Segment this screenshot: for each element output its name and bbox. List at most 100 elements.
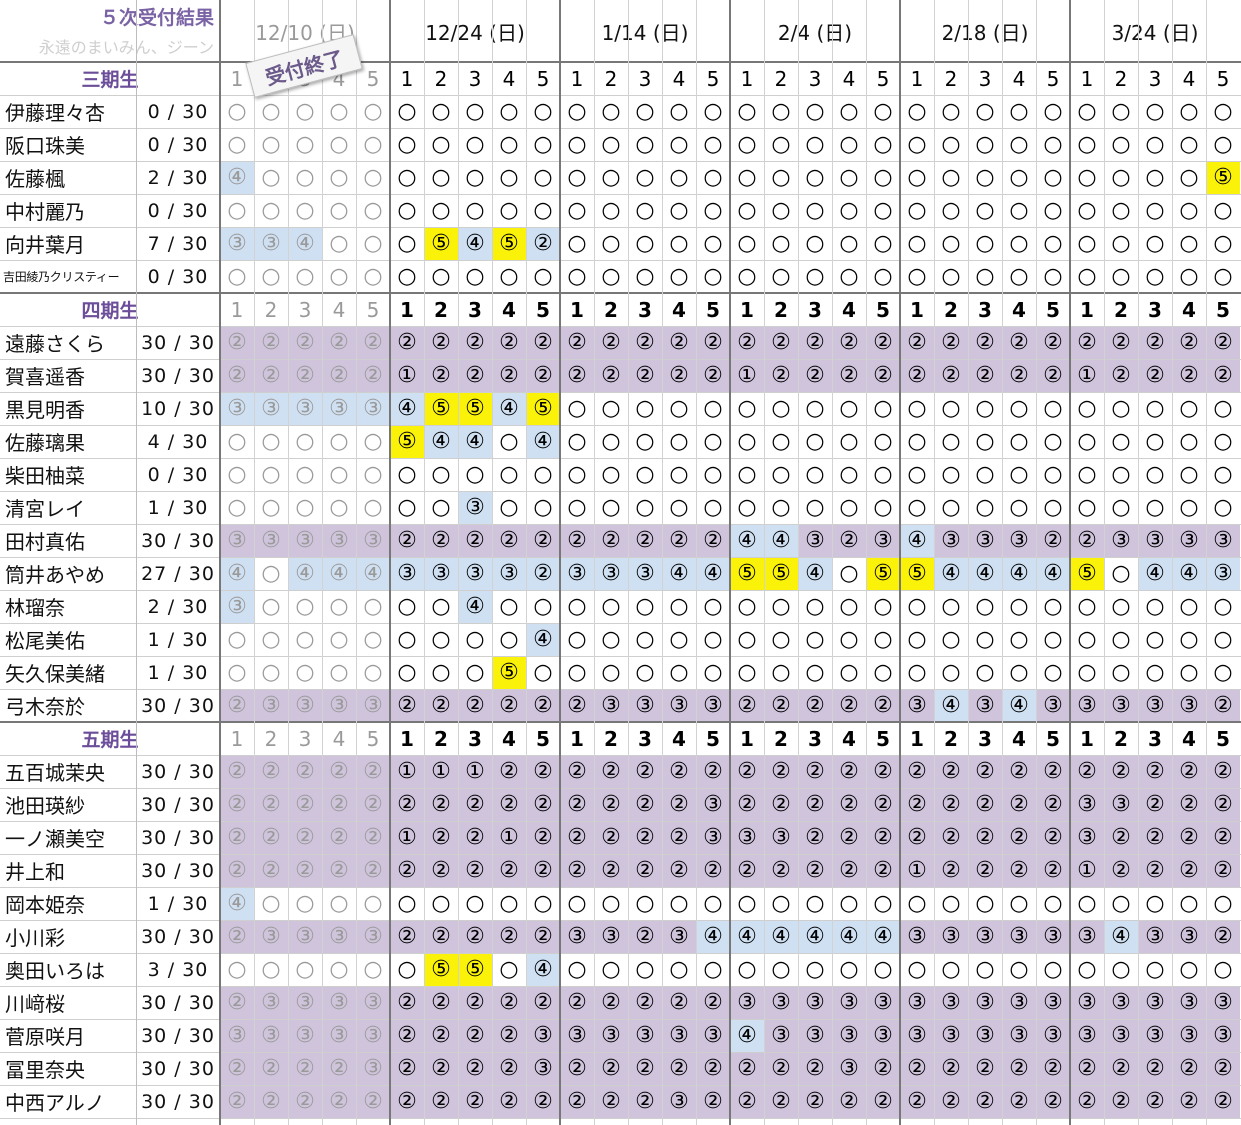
slot-cell: ④ (1036, 557, 1070, 590)
slot-cell: ○ (764, 194, 798, 227)
slot-cell: ○ (1070, 590, 1104, 623)
slot-cell: ② (1138, 1052, 1172, 1085)
slot-cell: ③ (1172, 986, 1206, 1019)
slot-cell: ① (458, 755, 492, 788)
slot-cell: ○ (1206, 425, 1240, 458)
column-divider (764, 0, 765, 1125)
slot-cell: ② (526, 755, 560, 788)
slot-cell: ○ (1138, 425, 1172, 458)
slot-cell: ○ (764, 590, 798, 623)
slot-cell: ○ (1002, 590, 1036, 623)
slot-cell: ○ (1070, 392, 1104, 425)
slot-cell: ○ (1002, 194, 1036, 227)
column-divider (696, 0, 697, 1125)
slot-cell: ○ (696, 161, 730, 194)
slot-cell: ③ (1104, 788, 1138, 821)
slot-cell: ○ (968, 392, 1002, 425)
slot-cell: ④ (220, 887, 254, 920)
slot-cell: ③ (1104, 524, 1138, 557)
slot-cell: ② (390, 689, 424, 722)
slot-cell: ○ (832, 887, 866, 920)
slot-cell: ② (628, 788, 662, 821)
slot-cell: ② (1002, 788, 1036, 821)
slot-cell: ⑤ (424, 227, 458, 260)
slot-cell: ② (526, 689, 560, 722)
group-label: 四期生 (81, 300, 139, 322)
slot-cell: ○ (628, 260, 662, 293)
slot-cell: ○ (254, 425, 288, 458)
slot-cell: ○ (424, 458, 458, 491)
slot-cell: ③ (832, 1019, 866, 1052)
slot-cell: ○ (1070, 623, 1104, 656)
slot-cell: ② (1206, 326, 1240, 359)
slot-cell: ① (390, 755, 424, 788)
slot-cell: ○ (1036, 590, 1070, 623)
member-name: 賀喜遥香 (5, 365, 85, 389)
slot-cell: ○ (968, 161, 1002, 194)
slot-cell: ○ (356, 161, 390, 194)
slot-cell: ○ (560, 491, 594, 524)
slot-cell: ② (594, 854, 628, 887)
slot-cell: ○ (1104, 656, 1138, 689)
slot-cell: ○ (1036, 623, 1070, 656)
page-subtitle: 永遠のまいみん、ジーン (38, 38, 214, 57)
slot-cell: ○ (934, 95, 968, 128)
slot-cell: ○ (866, 458, 900, 491)
slot-cell: ③ (628, 557, 662, 590)
page-title: ５次受付結果 (99, 7, 214, 29)
slot-cell: ④ (458, 227, 492, 260)
slot-cell: ③ (934, 920, 968, 953)
slot-number: 2 (604, 297, 618, 322)
member-name: 菅原咲月 (5, 1025, 85, 1049)
slot-cell: ② (424, 524, 458, 557)
slot-cell: ○ (866, 392, 900, 425)
member-count: 2 / 30 (147, 166, 209, 189)
slot-cell: ○ (356, 656, 390, 689)
slot-cell: ○ (526, 260, 560, 293)
slot-cell: ② (424, 1019, 458, 1052)
slot-cell: ③ (560, 557, 594, 590)
slot-cell: ○ (900, 656, 934, 689)
slot-cell: ○ (866, 425, 900, 458)
slot-cell: ○ (1002, 161, 1036, 194)
slot-cell: ○ (356, 458, 390, 491)
slot-cell: ② (1138, 821, 1172, 854)
slot-cell: ③ (1002, 986, 1036, 1019)
slot-cell: ③ (356, 1052, 390, 1085)
slot-cell: ○ (730, 953, 764, 986)
slot-cell: ○ (730, 887, 764, 920)
slot-cell: ② (1206, 854, 1240, 887)
slot-cell: ○ (288, 656, 322, 689)
slot-cell: ② (492, 689, 526, 722)
slot-cell: ② (628, 326, 662, 359)
slot-cell: ③ (356, 524, 390, 557)
slot-cell: ○ (322, 491, 356, 524)
slot-cell: ② (560, 854, 594, 887)
slot-cell: ○ (900, 227, 934, 260)
slot-cell: ○ (866, 95, 900, 128)
slot-cell: ③ (288, 1019, 322, 1052)
slot-number: 5 (536, 297, 550, 322)
slot-cell: ○ (730, 128, 764, 161)
member-name: 向井葉月 (5, 233, 85, 257)
slot-cell: ③ (866, 524, 900, 557)
slot-cell: ○ (1070, 656, 1104, 689)
member-count: 30 / 30 (141, 529, 215, 552)
slot-cell: ○ (390, 95, 424, 128)
member-count: 3 / 30 (147, 958, 209, 981)
slot-cell: ② (1002, 1085, 1036, 1118)
slot-cell: ② (662, 359, 696, 392)
slot-number: 4 (502, 726, 516, 751)
slot-cell: ○ (1206, 227, 1240, 260)
slot-cell: ○ (424, 623, 458, 656)
slot-cell: ○ (1070, 161, 1104, 194)
slot-cell: ○ (900, 95, 934, 128)
slot-cell: ○ (696, 227, 730, 260)
slot-cell: ② (288, 755, 322, 788)
slot-cell: ③ (322, 689, 356, 722)
slot-cell: ③ (220, 590, 254, 623)
slot-cell: ○ (390, 623, 424, 656)
slot-cell: ② (492, 854, 526, 887)
slot-cell: ② (594, 788, 628, 821)
slot-cell: ○ (458, 95, 492, 128)
